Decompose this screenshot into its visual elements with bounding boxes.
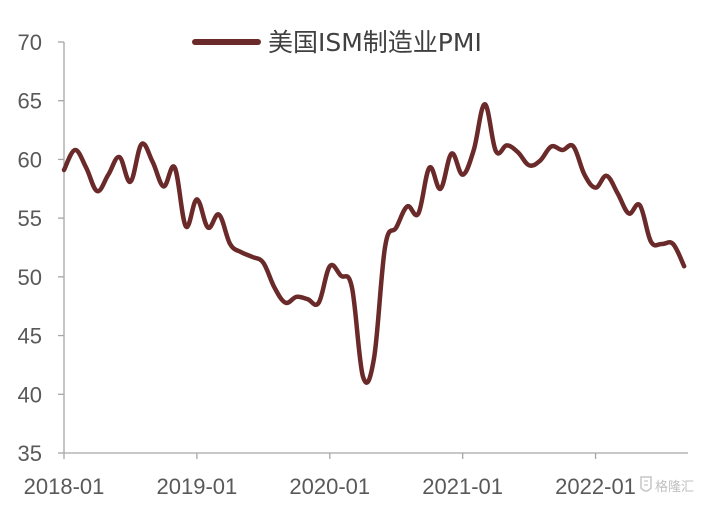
shield-logo-icon <box>640 476 652 492</box>
x-tick-label: 2020-01 <box>289 474 370 499</box>
x-tick-label: 2022-01 <box>555 474 636 499</box>
legend-label: 美国ISM制造业PMI <box>268 28 482 57</box>
watermark: 格隆汇 <box>640 476 694 495</box>
y-tick-label: 35 <box>18 441 42 466</box>
x-tick-label: 2021-01 <box>422 474 503 499</box>
series-line-pmi <box>61 101 687 385</box>
x-tick-label: 2019-01 <box>157 474 238 499</box>
series-layer <box>61 101 687 385</box>
y-tick-label: 50 <box>18 265 42 290</box>
y-axis: 35 40 45 50 55 60 65 70 <box>18 30 65 466</box>
y-tick-label: 70 <box>18 30 42 55</box>
legend: 美国ISM制造业PMI <box>192 28 482 57</box>
y-tick-label: 60 <box>18 147 42 172</box>
y-tick-label: 40 <box>18 382 42 407</box>
y-tick-label: 55 <box>18 206 42 231</box>
x-tick-label: 2018-01 <box>24 474 105 499</box>
x-axis: 2018-01 2019-01 2020-01 2021-01 2022-01 <box>24 452 688 499</box>
watermark-text: 格隆汇 <box>655 479 694 495</box>
y-tick-label: 65 <box>18 89 42 114</box>
y-tick-label: 45 <box>18 324 42 349</box>
